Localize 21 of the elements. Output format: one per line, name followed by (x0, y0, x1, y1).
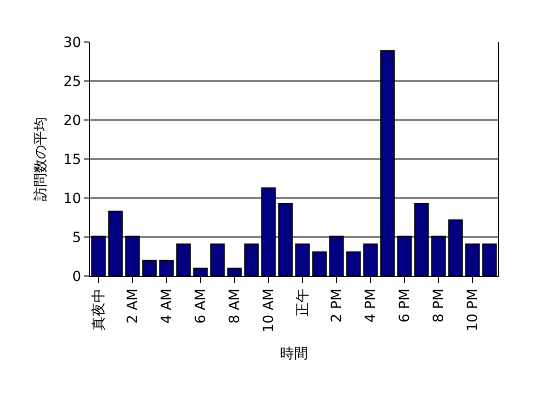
x-tick-label: 4 PM (363, 288, 380, 322)
y-tick-label: 20 (63, 112, 82, 129)
y-tick-label: 15 (63, 152, 82, 168)
x-tick-label: 正午 (295, 288, 312, 317)
y-tick-label: 5 (72, 230, 82, 246)
x-tick-label: 6 PM (397, 288, 414, 322)
x-tick-label: 8 AM (227, 288, 244, 324)
y-axis-title: 訪問数の平均 (32, 117, 49, 201)
x-tick-label: 2 PM (329, 288, 346, 322)
x-axis-title: 時間 (280, 346, 308, 362)
x-tick-label: 4 AM (159, 288, 176, 324)
x-tick-label: 2 AM (125, 288, 142, 324)
y-tick-label: 0 (72, 268, 82, 285)
x-tick-label: 真夜中 (91, 288, 108, 331)
x-tick-label: 6 AM (193, 288, 210, 324)
y-tick-label: 25 (63, 74, 82, 90)
x-tick-label: 10 PM (465, 288, 482, 332)
x-tick-label: 10 AM (261, 288, 278, 333)
x-tick-label: 8 PM (431, 288, 448, 322)
y-tick-label: 30 (63, 34, 82, 51)
y-tick-label: 10 (63, 190, 82, 207)
